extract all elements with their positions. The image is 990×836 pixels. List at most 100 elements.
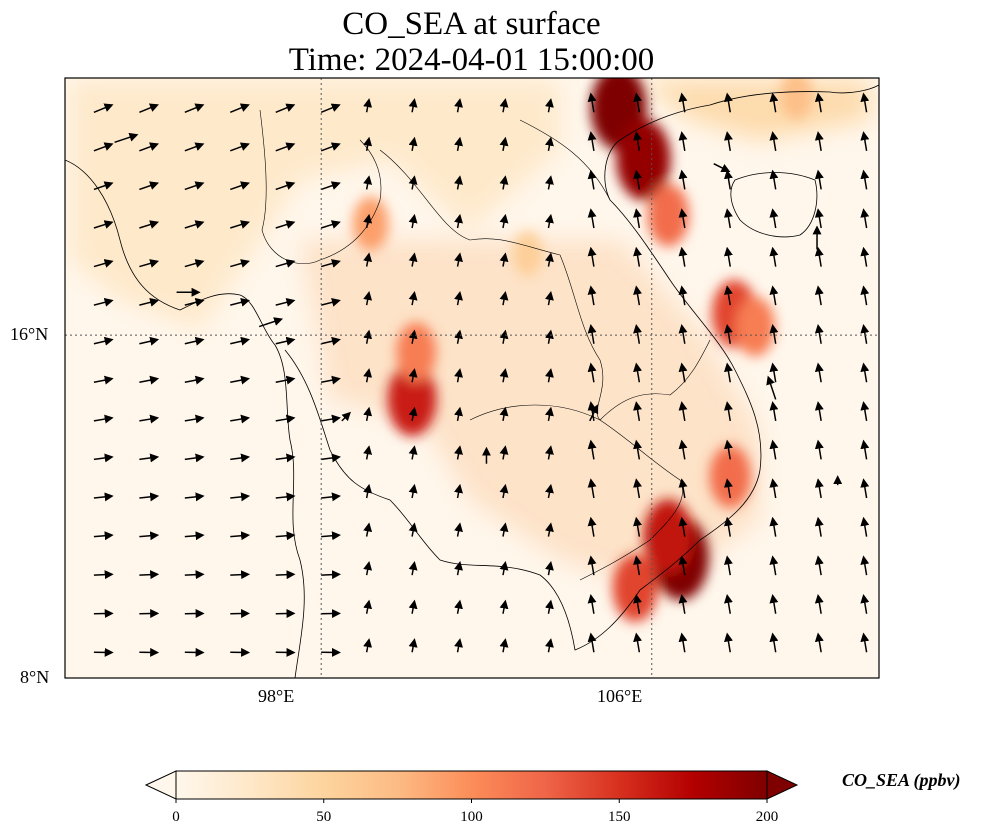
wind-arrow (860, 362, 870, 383)
wind-arrow (275, 453, 296, 463)
wind-arrow (678, 285, 688, 306)
wind-arrow (860, 208, 870, 229)
wind-arrow (275, 220, 296, 229)
wind-arrow (814, 593, 824, 614)
wind-arrow (678, 632, 688, 653)
colorbar-gradient (175, 770, 768, 800)
wind-arrow (769, 169, 779, 190)
wind-arrow (320, 142, 341, 152)
wind-arrow (408, 483, 418, 499)
lat-tick-label: 16°N (10, 324, 49, 344)
wind-arrow (93, 297, 114, 307)
wind-arrow (408, 522, 418, 537)
wind-arrow (93, 336, 114, 346)
wind-arrow (723, 401, 733, 421)
wind-arrow (454, 290, 463, 306)
wind-arrow (408, 406, 418, 421)
wind-arrow (363, 522, 373, 537)
wind-arrow (860, 131, 870, 151)
wind-arrow (769, 131, 779, 151)
wind-arrow (633, 169, 642, 190)
wind-arrow (860, 92, 870, 113)
colorbar: 0 50 100 150 200 (144, 770, 799, 825)
wind-arrow (499, 252, 509, 267)
colorbar-tick-label: 0 (172, 809, 180, 825)
wind-arrow (275, 259, 296, 268)
co-hotspot (735, 296, 775, 357)
wind-arrow (275, 492, 296, 502)
wind-arrow (139, 259, 160, 268)
colorbar-tick-label: 100 (460, 809, 483, 825)
wind-arrow (723, 92, 733, 113)
wind-arrow (454, 175, 463, 190)
wind-arrow (545, 329, 554, 344)
wind-arrow (723, 323, 733, 344)
wind-arrow (139, 336, 160, 346)
wind-arrow (678, 401, 688, 421)
wind-arrow (275, 142, 296, 152)
wind-arrow (499, 522, 509, 537)
wind-arrow (230, 492, 251, 502)
wind-arrow (678, 516, 688, 537)
wind-arrow (93, 259, 114, 268)
wind-arrow (769, 478, 779, 499)
wind-arrow (230, 453, 251, 463)
wind-arrow (275, 181, 296, 191)
wind-arrow (587, 208, 597, 229)
wind-arrow (587, 92, 597, 113)
wind-arrow (230, 259, 250, 268)
wind-arrow (545, 136, 554, 151)
wind-arrow (454, 368, 463, 383)
wind-arrow (275, 531, 296, 541)
wind-arrow (139, 492, 160, 502)
wind-arrow (545, 599, 554, 614)
wind-arrow (678, 92, 688, 113)
co-hotspot (396, 322, 437, 383)
wind-arrow (184, 103, 205, 113)
wind-arrow (408, 252, 418, 267)
wind-arrow (363, 445, 373, 460)
wind-arrow (320, 181, 341, 191)
wind-arrow (545, 483, 554, 499)
wind-arrow (408, 98, 418, 113)
wind-arrow (678, 246, 688, 267)
wind-arrow (860, 478, 870, 499)
wind-arrow (363, 368, 373, 383)
colorbar-extend-max (766, 770, 799, 800)
wind-arrow (139, 142, 159, 152)
wind-arrow (363, 560, 373, 576)
wind-arrow (363, 136, 373, 151)
wind-arrow (230, 181, 250, 191)
wind-arrow (860, 401, 870, 421)
wind-arrow (723, 555, 733, 576)
lon-tick-label: 98°E (258, 686, 295, 706)
wind-arrow (814, 555, 824, 576)
wind-arrow (633, 246, 642, 267)
wind-arrow (363, 98, 373, 113)
wind-arrow (139, 414, 160, 424)
wind-arrow (184, 181, 205, 191)
wind-arrow (860, 285, 870, 306)
colorbar-extend-min (144, 770, 177, 800)
wind-arrow (229, 103, 250, 113)
wind-arrow (184, 259, 205, 268)
wind-arrow (587, 478, 597, 499)
wind-arrow (499, 136, 509, 151)
wind-arrow (275, 375, 296, 385)
wind-arrow (321, 375, 341, 385)
wind-arrow (587, 169, 597, 190)
wind-arrow (184, 453, 205, 463)
wind-arrow (275, 570, 296, 580)
wind-arrow (454, 560, 463, 576)
wind-arrow (769, 246, 779, 267)
co-hotspot (387, 362, 437, 437)
wind-arrow (230, 297, 250, 307)
wind-arrow (678, 555, 688, 576)
wind-arrow (633, 92, 642, 113)
wind-arrow (860, 516, 870, 537)
wind-arrow (633, 362, 642, 383)
wind-arrow (678, 169, 688, 190)
wind-arrow (814, 323, 824, 344)
wind-arrow (321, 492, 341, 502)
wind-arrow (408, 175, 418, 190)
